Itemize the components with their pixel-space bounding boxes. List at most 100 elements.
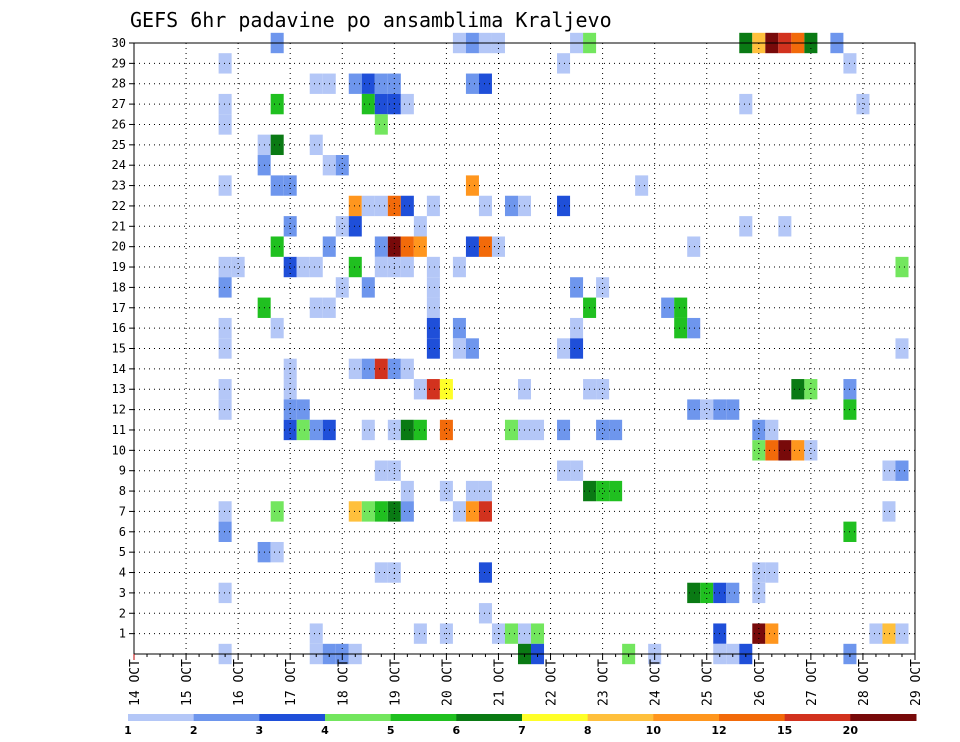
precip-cell	[400, 419, 414, 441]
precip-cell	[739, 93, 753, 115]
precip-cell	[361, 419, 375, 441]
y-tick-label: 16	[112, 321, 126, 335]
legend-swatch	[128, 714, 195, 721]
precip-cell	[856, 93, 870, 115]
precip-cell	[465, 480, 479, 502]
y-tick-label: 3	[119, 586, 126, 600]
precip-cell	[218, 114, 232, 135]
precip-cell	[413, 379, 427, 400]
precip-cell	[296, 419, 310, 441]
y-tick-label: 17	[112, 301, 126, 315]
precip-cell	[270, 317, 284, 339]
precip-cell	[674, 297, 688, 318]
precip-cell	[478, 480, 492, 502]
precip-cell	[557, 53, 571, 74]
precip-cell	[296, 256, 310, 278]
legend-label: 2	[190, 724, 198, 737]
x-tick-label: 28 OCT	[857, 659, 872, 706]
precip-cell	[700, 399, 714, 420]
legend-label: 3	[256, 724, 264, 737]
precip-cell	[400, 501, 414, 522]
x-tick-label: 29 OCT	[909, 659, 924, 706]
precip-cell	[361, 501, 375, 522]
precip-cell	[752, 582, 766, 604]
precip-cell	[895, 256, 909, 278]
precip-cell	[374, 114, 388, 135]
y-tick-label: 29	[112, 56, 126, 70]
y-tick-label: 6	[119, 525, 126, 539]
precip-cell	[270, 134, 284, 156]
precip-cell	[400, 195, 414, 217]
precip-cell	[465, 236, 479, 257]
precip-cell	[374, 501, 388, 522]
precip-cell	[374, 562, 388, 583]
precip-cell	[791, 440, 805, 461]
legend-swatch	[259, 714, 326, 721]
y-tick-label: 21	[112, 219, 126, 233]
precip-cell	[895, 460, 909, 481]
precip-cell	[348, 256, 362, 278]
heatmap-cells	[218, 32, 909, 665]
chart-title: GEFS 6hr padavine po ansamblima Kraljevo	[130, 8, 612, 32]
y-tick-label: 27	[112, 97, 126, 111]
precip-cell	[296, 399, 310, 420]
x-tick-label: 26 OCT	[753, 659, 768, 706]
legend-swatch	[850, 714, 917, 721]
precip-cell	[687, 582, 701, 604]
precip-cell	[557, 419, 571, 441]
precip-cell	[426, 256, 440, 278]
precip-cell	[557, 460, 571, 481]
y-tick-label: 9	[119, 464, 126, 478]
precip-cell	[739, 216, 753, 237]
precip-cell	[791, 379, 805, 400]
precip-cell	[413, 623, 427, 644]
precip-cell	[570, 317, 584, 339]
precip-cell	[218, 501, 232, 522]
x-tick-label: 22 OCT	[545, 659, 560, 706]
legend-swatch	[784, 714, 851, 721]
precip-cell	[478, 501, 492, 522]
precip-cell	[335, 277, 349, 298]
precip-cell	[231, 256, 245, 278]
precip-cell	[309, 419, 323, 441]
precip-cell	[478, 195, 492, 217]
precip-cell	[218, 175, 232, 196]
precip-cell	[361, 195, 375, 217]
y-tick-label: 2	[119, 606, 126, 620]
precip-cell	[283, 216, 297, 237]
precip-cell	[596, 419, 610, 441]
precip-cell	[218, 582, 232, 604]
precip-cell	[400, 236, 414, 257]
precip-cell	[335, 216, 349, 237]
precip-cell	[348, 216, 362, 237]
precip-cell	[374, 460, 388, 481]
precip-cell	[609, 480, 623, 502]
precip-cell	[218, 521, 232, 542]
y-tick-label: 4	[119, 566, 126, 580]
precip-cell	[478, 562, 492, 583]
y-tick-label: 10	[112, 443, 126, 457]
precip-cell	[895, 623, 909, 644]
precip-cell	[687, 317, 701, 339]
precip-cell	[270, 236, 284, 257]
precip-cell	[426, 277, 440, 298]
precip-cell	[218, 338, 232, 359]
precip-cell	[700, 582, 714, 604]
precip-cell	[439, 419, 453, 441]
precip-cell	[413, 236, 427, 257]
legend-label: 6	[453, 724, 461, 737]
precip-cell	[478, 73, 492, 94]
precip-cell	[869, 623, 883, 644]
y-tick-label: 5	[119, 545, 126, 559]
precip-cell	[426, 297, 440, 318]
y-tick-label: 1	[119, 627, 126, 641]
precip-cell	[309, 623, 323, 644]
precip-cell	[348, 358, 362, 380]
y-tick-label: 25	[112, 138, 126, 152]
x-tick-label: 21 OCT	[492, 659, 507, 706]
y-tick-label: 20	[112, 240, 126, 254]
grid-lines	[134, 42, 915, 654]
precip-cell	[752, 562, 766, 583]
precip-cell	[361, 358, 375, 380]
precip-cell	[804, 379, 818, 400]
